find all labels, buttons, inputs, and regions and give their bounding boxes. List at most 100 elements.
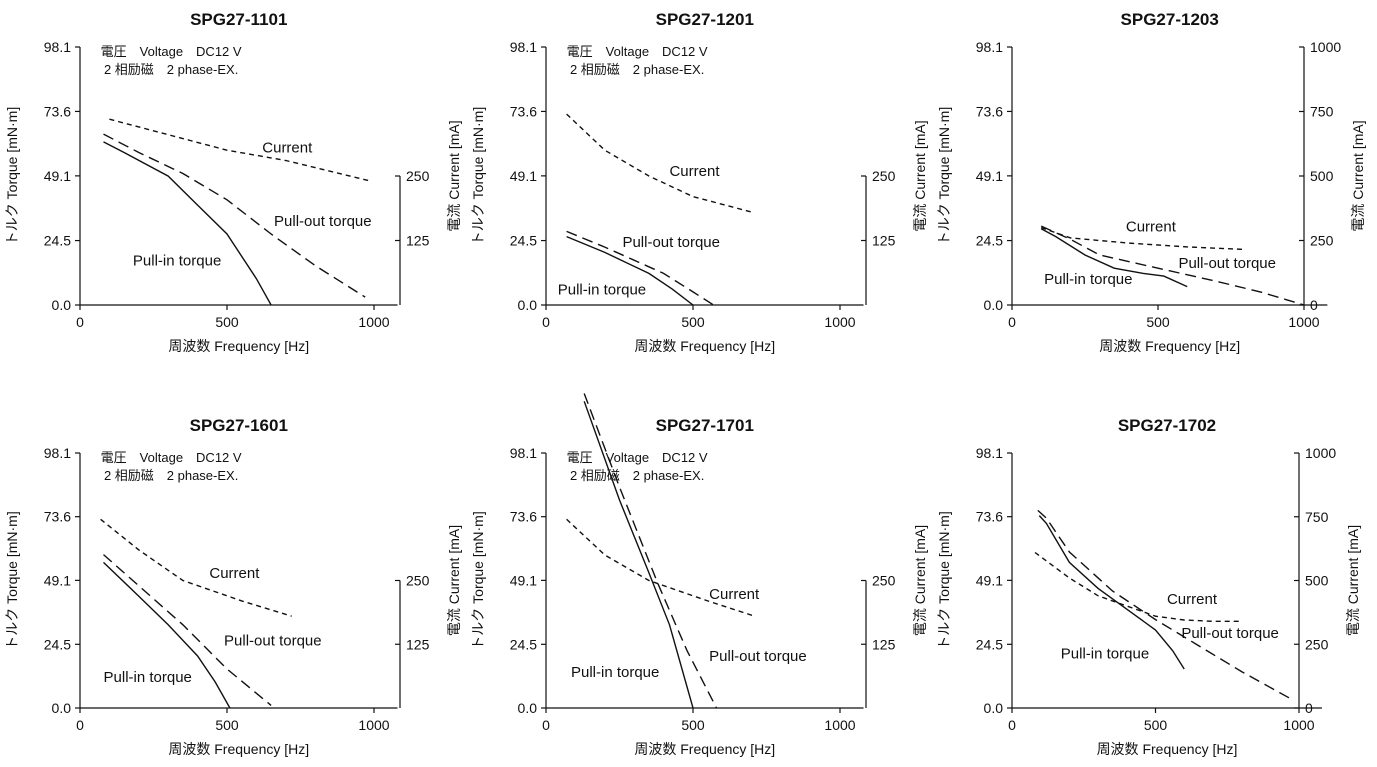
y2-axis-label: 電流 Current [mA] [446, 525, 462, 636]
y-tick-label: 49.1 [44, 168, 71, 184]
y-tick-label: 73.6 [510, 103, 537, 119]
chart-title: SPG27-1702 [1118, 416, 1216, 435]
series-current [100, 518, 292, 617]
x-tick-label: 500 [215, 314, 239, 330]
y-axis-label: トルク Torque [mN·m] [470, 107, 486, 245]
series-pull-in-torque [103, 141, 272, 305]
x-tick-label: 1000 [1283, 717, 1314, 733]
series-pull-out-torque [583, 393, 718, 708]
chart-title: SPG27-1201 [656, 10, 754, 29]
y2-tick-label: 125 [406, 233, 430, 249]
y-tick-label: 49.1 [976, 168, 1003, 184]
y-tick-label: 0.0 [52, 297, 72, 313]
series-annotation: Current [209, 565, 260, 582]
y2-axis-label: 電流 Current [mA] [912, 525, 928, 636]
y-tick-label: 98.1 [976, 445, 1003, 461]
y2-tick-label: 125 [406, 636, 430, 652]
y2-tick-label: 125 [872, 636, 896, 652]
series-annotation: Current [1167, 591, 1218, 608]
series-pull-in-torque [566, 235, 694, 305]
y-tick-label: 73.6 [976, 509, 1003, 525]
y-tick-label: 24.5 [976, 233, 1003, 249]
y-tick-label: 24.5 [510, 636, 537, 652]
x-axis-label: 周波数 Frequency [Hz] [634, 338, 775, 354]
x-tick-label: 500 [681, 717, 705, 733]
chart-title: SPG27-1701 [656, 416, 754, 435]
series-annotation: Pull-out torque [224, 633, 322, 650]
y-tick-label: 98.1 [510, 39, 537, 55]
y-axis-label: トルク Torque [mN·m] [4, 511, 20, 649]
x-tick-label: 0 [76, 717, 84, 733]
x-tick-label: 1000 [824, 717, 855, 733]
series-pull-out-torque [103, 133, 366, 298]
y2-tick-label: 250 [406, 573, 430, 589]
y-tick-label: 0.0 [518, 297, 538, 313]
x-tick-label: 0 [1008, 717, 1016, 733]
condition-text: 電圧 Voltage DC12 V [567, 450, 708, 465]
y-tick-label: 0.0 [52, 700, 72, 716]
x-axis-label: 周波数 Frequency [Hz] [168, 338, 309, 354]
series-annotation: Pull-out torque [622, 234, 720, 251]
x-tick-label: 0 [542, 314, 550, 330]
y-tick-label: 98.1 [44, 39, 71, 55]
y-tick-label: 98.1 [44, 445, 71, 461]
y2-tick-label: 250 [872, 573, 896, 589]
y-tick-label: 24.5 [976, 636, 1003, 652]
y-tick-label: 73.6 [510, 509, 537, 525]
x-tick-label: 1000 [824, 314, 855, 330]
series-annotation: Pull-in torque [571, 664, 659, 681]
y-tick-label: 0.0 [984, 297, 1004, 313]
x-tick-label: 1000 [1288, 314, 1319, 330]
y2-tick-label: 125 [872, 233, 896, 249]
y2-tick-label: 250 [872, 168, 896, 184]
condition-text: 2 相励磁 2 phase-EX. [570, 62, 704, 77]
y-axis-label: トルク Torque [mN·m] [936, 107, 952, 245]
x-tick-label: 1000 [358, 314, 389, 330]
x-tick-label: 500 [215, 717, 239, 733]
y-axis-label: トルク Torque [mN·m] [936, 511, 952, 649]
y2-axis-label: 電流 Current [mA] [1345, 525, 1361, 636]
series-annotation: Pull-in torque [104, 669, 192, 686]
y2-tick-label: 250 [1305, 636, 1329, 652]
y2-axis-label: 電流 Current [mA] [1350, 120, 1366, 231]
y2-tick-label: 250 [406, 168, 430, 184]
series-pull-out-torque [103, 554, 272, 706]
condition-text: 電圧 Voltage DC12 V [567, 44, 708, 59]
y-tick-label: 98.1 [510, 445, 537, 461]
x-axis-label: 周波数 Frequency [Hz] [634, 741, 775, 757]
series-pull-in-torque [1040, 228, 1188, 288]
condition-text: 電圧 Voltage DC12 V [101, 450, 242, 465]
series-current [566, 113, 752, 213]
y-tick-label: 98.1 [976, 39, 1003, 55]
chart-title: SPG27-1203 [1121, 10, 1219, 29]
series-annotation: Pull-in torque [558, 281, 646, 298]
series-annotation: Pull-out torque [1178, 255, 1276, 272]
y-tick-label: 0.0 [984, 700, 1004, 716]
chart-panel-5: SPG27-1701 0.0 24.5 49.1 73.6 98.1 0 500 1000 125… [470, 393, 928, 757]
y2-tick-label: 750 [1310, 104, 1334, 120]
series-annotation: Pull-in torque [1061, 646, 1149, 663]
x-axis-label: 周波数 Frequency [Hz] [1099, 338, 1240, 354]
series-pull-out-torque [566, 230, 714, 305]
x-axis-label: 周波数 Frequency [Hz] [168, 741, 309, 757]
x-tick-label: 500 [1144, 717, 1168, 733]
series-annotation: Current [669, 163, 720, 180]
x-axis-label: 周波数 Frequency [Hz] [1097, 741, 1238, 757]
y2-tick-label: 750 [1305, 509, 1329, 525]
condition-text: 2 相励磁 2 phase-EX. [570, 468, 704, 483]
series-annotation: Current [709, 586, 760, 603]
y-tick-label: 73.6 [44, 509, 71, 525]
series-current [566, 518, 755, 617]
y-tick-label: 24.5 [510, 233, 537, 249]
y-tick-label: 0.0 [518, 700, 538, 716]
x-tick-label: 0 [542, 717, 550, 733]
y-axis-label: トルク Torque [mN·m] [470, 511, 486, 649]
y-tick-label: 49.1 [44, 572, 71, 588]
y2-tick-label: 1000 [1310, 39, 1341, 55]
chart-panel-1: SPG27-1101 0.0 24.5 49.1 73.6 98.1 0 500 1000 125… [4, 10, 462, 354]
series-annotation: Current [262, 139, 313, 156]
series-current [109, 118, 372, 182]
